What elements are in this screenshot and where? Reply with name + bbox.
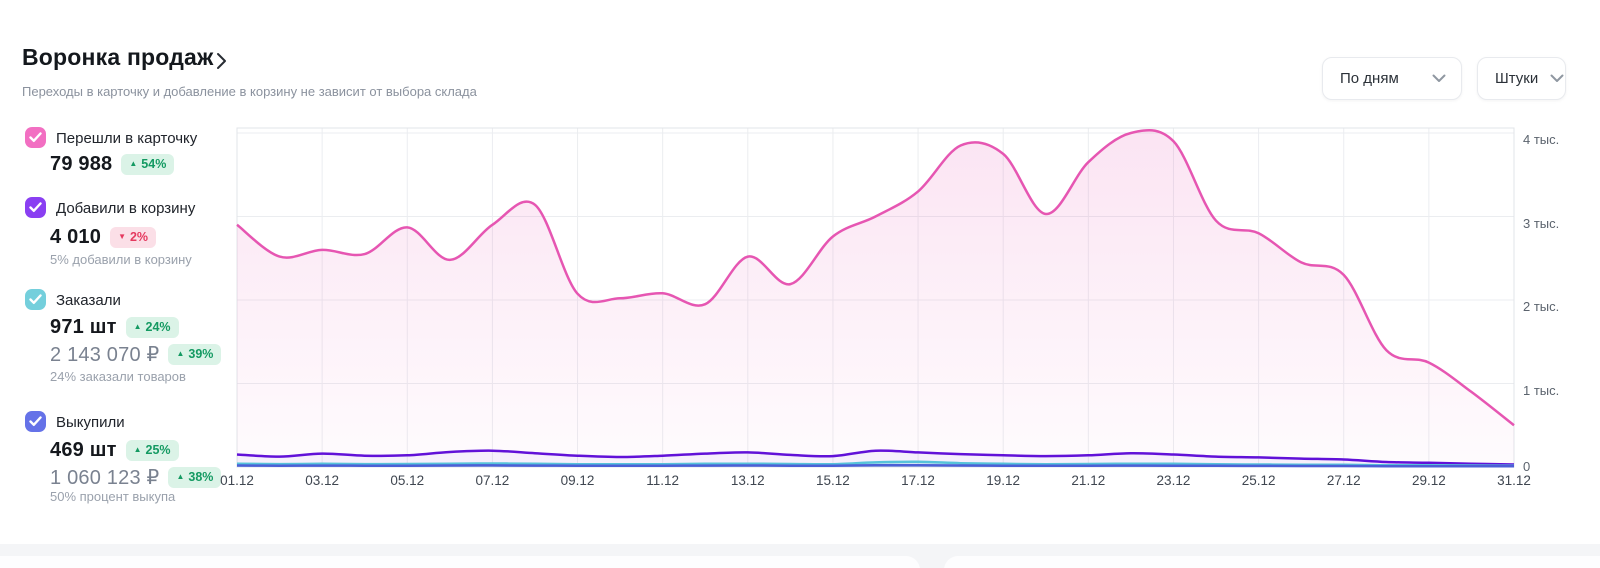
period-dropdown[interactable]: По дням (1322, 57, 1462, 100)
arrow-up-icon: ▲ (133, 321, 142, 331)
y-axis-label: 0 (1523, 459, 1531, 474)
y-axis-label: 2 тыс. (1523, 299, 1560, 314)
check-icon (29, 294, 42, 305)
x-axis-label: 23.12 (1156, 473, 1191, 488)
series-line (236, 460, 1515, 467)
x-axis-label: 07.12 (475, 473, 510, 488)
units-dropdown-value: Штуки (1495, 70, 1539, 87)
period-dropdown-value: По дням (1340, 70, 1399, 87)
arrow-up-icon: ▲ (133, 444, 142, 454)
chevron-right-icon[interactable] (216, 52, 228, 70)
next-section-card (0, 556, 920, 568)
x-axis-label: 21.12 (1071, 473, 1106, 488)
x-axis-label: 01.12 (220, 473, 254, 488)
metric-subtext: 5% добавили в корзину (50, 252, 192, 267)
y-axis-label: 4 тыс. (1523, 132, 1560, 147)
series-line (236, 128, 1515, 427)
page-subtitle: Переходы в карточку и добавление в корзи… (22, 84, 477, 99)
check-icon (29, 416, 42, 427)
metric-value: 971 шт (50, 315, 117, 338)
metric-label: Перешли в карточку (56, 130, 198, 147)
arrow-down-icon: ▼ (118, 231, 126, 241)
delta-badge: ▲ 38% (168, 466, 222, 488)
metric-label: Выкупили (56, 414, 125, 431)
metric-value: 469 шт (50, 438, 117, 461)
y-axis-label: 3 тыс. (1523, 215, 1560, 231)
delta-badge: ▲ 25% (125, 439, 179, 461)
metric-value-rub: 2 143 070 ₽ (50, 343, 160, 366)
metric-label: Добавили в корзину (56, 200, 196, 217)
x-axis-label: 09.12 (560, 473, 595, 488)
arrow-up-icon: ▲ (129, 158, 138, 168)
check-icon (29, 202, 42, 213)
arrow-up-icon: ▲ (176, 348, 185, 358)
x-axis-label: 19.12 (986, 473, 1021, 488)
chevron-down-icon (1550, 74, 1564, 83)
metric-value: 79 988 (50, 152, 113, 175)
next-section-card (944, 556, 1600, 568)
page-title: Воронка продаж (22, 44, 214, 70)
checkbox-ordered[interactable] (25, 289, 46, 310)
metric-subtext: 24% заказали товаров (50, 369, 186, 384)
metric-value-rub: 1 060 123 ₽ (50, 466, 160, 489)
chevron-down-icon (1432, 74, 1446, 83)
x-axis-label: 25.12 (1241, 473, 1276, 488)
units-dropdown[interactable]: Штуки (1477, 57, 1566, 100)
delta-badge: ▲ 39% (168, 343, 222, 365)
series-line (236, 449, 1515, 466)
y-axis-label: 1 тыс. (1523, 382, 1560, 398)
delta-badge: ▼ 2% (110, 226, 157, 248)
series-line (236, 463, 1515, 468)
checkbox-bought-out[interactable] (25, 411, 46, 432)
x-axis-label: 29.12 (1411, 473, 1446, 488)
x-axis-label: 17.12 (901, 473, 935, 488)
x-axis-label: 03.12 (305, 473, 340, 488)
x-axis-label: 27.12 (1326, 473, 1361, 488)
checkbox-add-to-cart[interactable] (25, 197, 46, 218)
metric-subtext: 50% процент выкупа (50, 489, 176, 504)
metric-value: 4 010 (50, 225, 102, 248)
metric-label: Заказали (56, 292, 121, 309)
x-axis-label: 11.12 (646, 473, 680, 488)
checkbox-page-views[interactable] (25, 127, 46, 148)
x-axis-label: 05.12 (390, 473, 425, 488)
x-axis-label: 31.12 (1497, 473, 1531, 488)
x-axis-label: 15.12 (816, 473, 850, 488)
delta-badge: ▲ 24% (125, 316, 179, 338)
arrow-up-icon: ▲ (176, 471, 185, 481)
x-axis-label: 13.12 (730, 473, 765, 488)
delta-badge: ▲ 54% (121, 153, 175, 175)
check-icon (29, 132, 42, 143)
